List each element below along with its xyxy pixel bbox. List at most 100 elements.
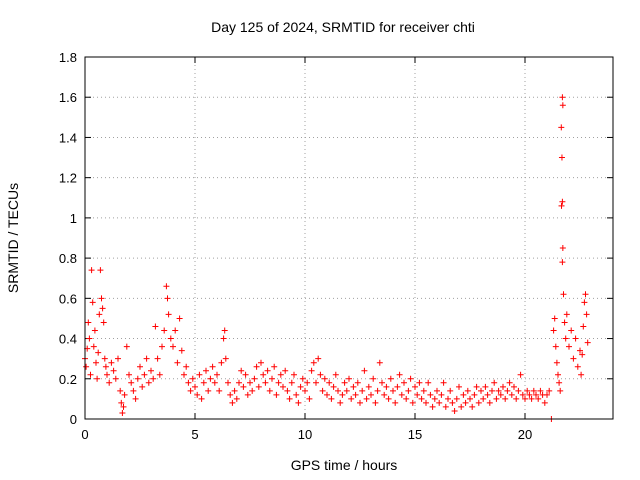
data-point [584, 339, 591, 346]
data-point [101, 355, 108, 362]
data-point [218, 359, 225, 366]
data-point [379, 379, 385, 386]
data-point [291, 371, 297, 378]
data-point [120, 403, 127, 410]
data-point [561, 319, 568, 326]
data-point [233, 395, 240, 402]
data-point [502, 395, 509, 402]
data-point [141, 371, 148, 378]
data-point [562, 335, 569, 342]
data-point [295, 399, 302, 406]
data-point [326, 379, 333, 386]
y-tick-label: 1 [70, 211, 77, 226]
data-point [216, 387, 223, 394]
data-point [94, 375, 101, 382]
data-point [348, 395, 355, 402]
data-point [139, 383, 146, 390]
data-point [96, 311, 103, 318]
data-point [104, 371, 110, 378]
data-point [275, 379, 282, 386]
data-point [557, 387, 564, 394]
data-point [425, 379, 432, 386]
data-point [368, 391, 374, 398]
data-point [88, 267, 95, 274]
data-point [475, 399, 482, 406]
data-point [337, 399, 344, 406]
data-point [156, 371, 163, 378]
data-point [385, 395, 392, 402]
data-point [130, 387, 137, 394]
data-point [434, 387, 440, 394]
grid-lines [85, 57, 613, 419]
data-point [414, 391, 421, 398]
data-point [164, 295, 171, 302]
data-point [467, 395, 473, 402]
data-point [526, 391, 533, 398]
data-point [207, 375, 214, 382]
data-point [370, 375, 377, 382]
data-point [115, 355, 121, 362]
data-point [530, 387, 537, 394]
data-point [559, 94, 566, 101]
data-point [100, 319, 107, 326]
data-point [570, 355, 577, 362]
data-point [154, 355, 161, 362]
data-point [266, 387, 273, 394]
data-point [580, 323, 587, 330]
data-point [517, 371, 524, 378]
data-point [205, 387, 212, 394]
data-point [343, 387, 350, 394]
x-tick-label: 20 [518, 427, 532, 442]
data-point [495, 387, 502, 394]
data-point [511, 383, 517, 390]
data-point [209, 363, 216, 370]
data-point [462, 399, 469, 406]
data-point [469, 403, 476, 410]
data-point [99, 305, 106, 312]
axis-ticks: 0 5 10 15 20 0 0.2 0.4 0.6 0.8 1 1.2 1.4 1.6 1.8 [59, 50, 613, 442]
data-point [478, 387, 484, 394]
data-point [110, 367, 117, 374]
data-point [431, 395, 438, 402]
y-tick-label: 0 [70, 412, 77, 427]
data-point [407, 375, 414, 382]
data-point [85, 319, 92, 326]
data-point [172, 327, 179, 334]
data-point [302, 387, 308, 394]
y-tick-label: 1.8 [59, 50, 77, 65]
data-point [277, 371, 284, 378]
data-point [313, 379, 319, 386]
data-point [581, 299, 588, 306]
data-point [196, 371, 203, 378]
data-point [563, 311, 570, 318]
data-point [335, 387, 341, 394]
data-point [167, 335, 174, 342]
data-point [491, 379, 498, 386]
data-point [271, 363, 278, 370]
data-point [558, 202, 565, 209]
y-tick-label: 0.2 [59, 372, 77, 387]
x-tick-label: 15 [408, 427, 422, 442]
data-point [559, 102, 566, 109]
data-point [211, 379, 218, 386]
data-point [293, 391, 300, 398]
data-point [416, 379, 423, 386]
data-point [513, 395, 520, 402]
data-point [555, 371, 561, 378]
data-point [112, 375, 119, 382]
chart-title: Day 125 of 2024, SRMTID for receiver cht… [211, 19, 475, 35]
data-point [150, 375, 157, 382]
data-point [176, 315, 183, 322]
data-point [445, 395, 451, 402]
data-point [403, 395, 410, 402]
data-point [315, 355, 322, 362]
data-point [394, 383, 401, 390]
data-point [484, 391, 491, 398]
data-point [194, 391, 201, 398]
data-point [299, 375, 306, 382]
data-point [480, 395, 487, 402]
data-point [280, 383, 286, 390]
data-point [203, 367, 209, 374]
data-point [546, 387, 553, 394]
